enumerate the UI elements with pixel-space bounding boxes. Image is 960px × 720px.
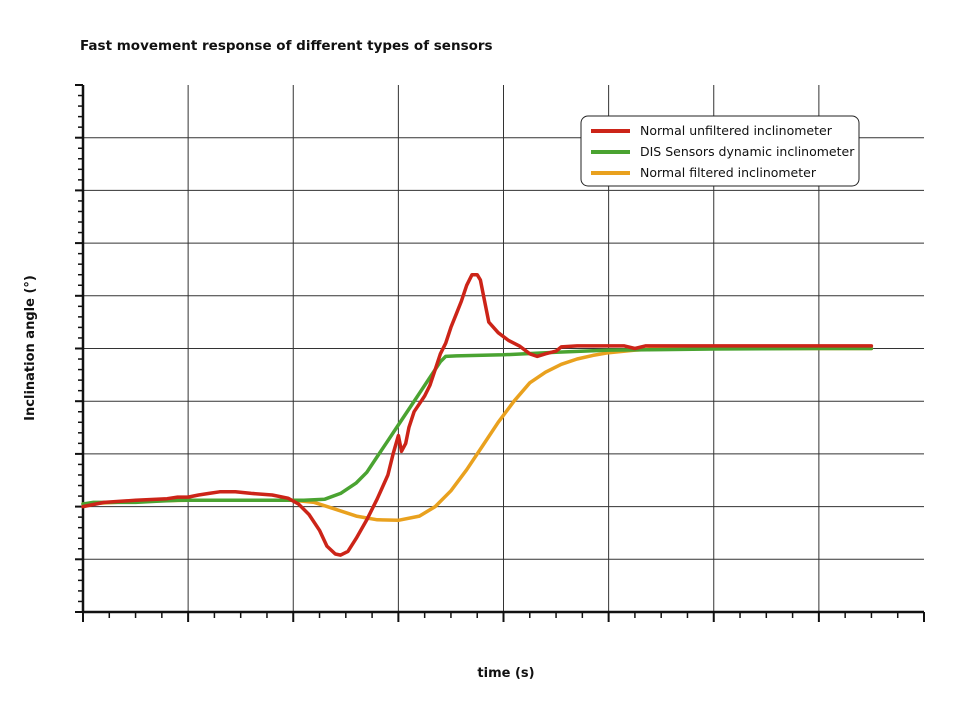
- legend-box: [580, 115, 860, 187]
- y-axis-label: Inclination angle (°): [23, 275, 38, 421]
- legend: Normal unfiltered inclinometer DIS Senso…: [580, 115, 860, 187]
- axes: [75, 84, 925, 622]
- series-line-filtered: [81, 272, 874, 557]
- chart-title: Fast movement response of different type…: [80, 38, 493, 54]
- legend-label-unfiltered: Normal unfiltered inclinometer: [640, 123, 833, 138]
- legend-label-filtered: Normal filtered inclinometer: [640, 165, 817, 180]
- x-axis-label: time (s): [477, 666, 534, 681]
- series-line-dis: [81, 346, 874, 506]
- series-lines: [81, 272, 874, 557]
- legend-label-dis: DIS Sensors dynamic inclinometer: [640, 144, 855, 159]
